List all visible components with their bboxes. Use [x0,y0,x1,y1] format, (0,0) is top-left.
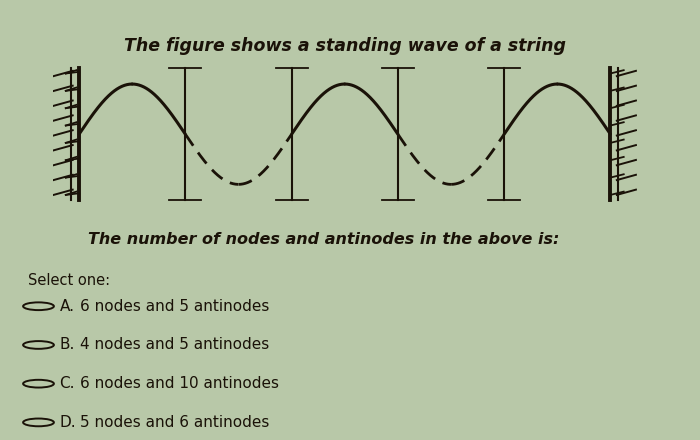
Text: B.: B. [60,337,75,352]
Text: D.: D. [60,415,76,430]
Text: Select one:: Select one: [28,273,110,288]
Text: 6 nodes and 10 antinodes: 6 nodes and 10 antinodes [80,376,279,391]
Text: A.: A. [60,299,74,314]
Text: 4 nodes and 5 antinodes: 4 nodes and 5 antinodes [80,337,270,352]
Text: C.: C. [60,376,75,391]
Text: 6 nodes and 5 antinodes: 6 nodes and 5 antinodes [80,299,270,314]
Text: 5 nodes and 6 antinodes: 5 nodes and 6 antinodes [80,415,270,430]
Text: The number of nodes and antinodes in the above is:: The number of nodes and antinodes in the… [88,232,559,247]
Text: The figure shows a standing wave of a string: The figure shows a standing wave of a st… [124,37,566,55]
